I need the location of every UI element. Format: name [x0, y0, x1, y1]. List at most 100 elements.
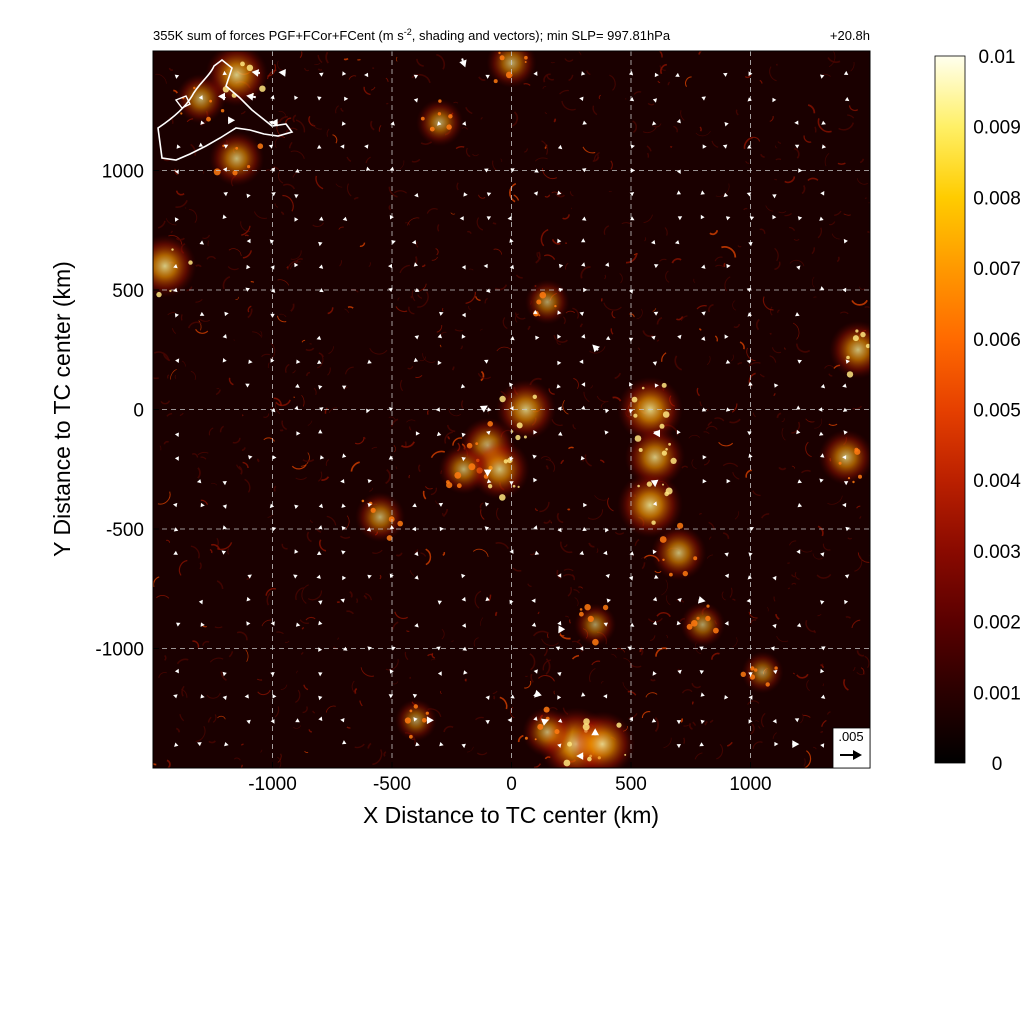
hotspot-speck — [409, 734, 413, 739]
force-vector — [269, 239, 275, 244]
texture-stroke — [435, 500, 440, 505]
texture-stroke — [354, 437, 365, 445]
force-vector — [509, 599, 514, 605]
force-vector — [340, 598, 345, 603]
y-tick-label: -500 — [106, 520, 144, 541]
force-vector — [411, 240, 417, 245]
force-vector — [723, 192, 729, 198]
force-vector — [342, 740, 347, 745]
texture-stroke — [628, 712, 638, 720]
texture-stroke — [207, 716, 212, 723]
hotspot-speck — [517, 485, 520, 488]
force-vector — [245, 287, 250, 292]
force-vector — [246, 193, 251, 199]
force-vector — [344, 96, 349, 101]
force-vector — [388, 455, 394, 460]
texture-stroke — [397, 297, 400, 301]
texture-stroke — [427, 653, 434, 657]
force-vector — [558, 263, 564, 269]
texture-stroke — [544, 194, 551, 198]
texture-stroke — [460, 345, 463, 350]
texture-stroke — [318, 352, 324, 358]
hotspot-speck — [536, 299, 542, 305]
force-vector — [366, 408, 371, 414]
texture-stroke — [671, 258, 682, 264]
texture-stroke — [859, 158, 865, 164]
y-axis-label: Y Distance to TC center (km) — [49, 261, 75, 557]
force-vector — [413, 74, 419, 79]
force-vector — [390, 121, 395, 126]
texture-stroke — [553, 118, 557, 123]
force-vector — [603, 622, 608, 627]
force-vector — [413, 262, 418, 267]
texture-stroke — [399, 160, 405, 170]
texture-stroke — [338, 226, 344, 230]
hotspot-speck — [538, 314, 541, 317]
texture-stroke — [472, 548, 489, 557]
hotspot-speck — [696, 616, 700, 620]
hotspot-mark — [469, 439, 530, 500]
texture-stroke — [748, 362, 761, 367]
texture-stroke — [748, 611, 758, 619]
texture-stroke — [371, 446, 377, 450]
force-vector — [271, 407, 276, 413]
texture-stroke — [817, 227, 822, 239]
texture-stroke — [695, 130, 711, 137]
texture-stroke — [564, 58, 574, 62]
force-vector — [725, 407, 731, 412]
texture-stroke — [777, 141, 782, 144]
force-vector — [821, 646, 826, 651]
texture-stroke — [556, 569, 562, 580]
texture-stroke — [611, 653, 617, 658]
texture-stroke — [209, 548, 213, 554]
texture-stroke — [227, 266, 239, 271]
force-vector — [724, 122, 729, 127]
texture-stroke — [592, 156, 600, 162]
force-vector — [486, 479, 492, 484]
texture-stroke — [431, 256, 438, 261]
texture-stroke — [371, 67, 375, 70]
force-vector — [438, 502, 444, 507]
force-vector — [294, 504, 299, 509]
texture-stroke — [359, 242, 366, 247]
force-vector — [541, 718, 549, 726]
texture-stroke — [529, 552, 535, 556]
force-vector — [414, 193, 419, 198]
hotspot-speck — [860, 331, 866, 338]
texture-stroke — [444, 431, 453, 444]
texture-stroke — [474, 590, 482, 609]
texture-stroke — [202, 234, 211, 239]
texture-stroke — [166, 374, 170, 379]
time-label: +20.8h — [830, 28, 870, 43]
force-vector — [725, 216, 731, 221]
colorbar-tick-label: 0.009 — [973, 118, 1021, 139]
hotspot-speck — [193, 86, 196, 90]
force-vector — [819, 216, 824, 221]
force-vector — [722, 144, 728, 149]
texture-stroke — [335, 183, 343, 188]
hotspot-speck — [156, 291, 162, 298]
hotspot-speck — [670, 457, 677, 464]
texture-stroke — [716, 743, 724, 760]
force-vector — [173, 502, 178, 508]
texture-stroke — [265, 587, 277, 596]
force-vector — [746, 287, 752, 293]
texture-stroke — [544, 111, 548, 115]
texture-stroke — [851, 619, 861, 629]
texture-stroke — [414, 549, 419, 553]
texture-stroke — [385, 659, 399, 671]
vector-layer — [173, 58, 850, 760]
texture-stroke — [807, 104, 816, 114]
texture-stroke — [760, 712, 766, 728]
force-vector — [485, 720, 490, 725]
texture-stroke — [784, 176, 796, 184]
texture-stroke — [465, 291, 477, 304]
texture-stroke — [573, 377, 579, 389]
force-vector — [414, 575, 419, 580]
texture-stroke — [769, 115, 774, 122]
texture-stroke — [436, 45, 444, 49]
texture-stroke — [236, 631, 248, 641]
force-vector — [772, 194, 777, 199]
hotspot-speck — [505, 71, 513, 79]
texture-stroke — [680, 315, 688, 322]
